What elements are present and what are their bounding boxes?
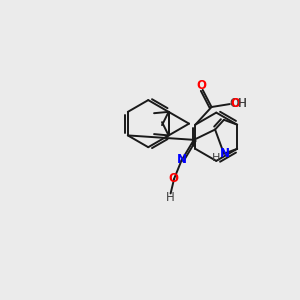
Text: N: N: [220, 148, 230, 160]
Text: H: H: [212, 153, 220, 164]
Text: N: N: [177, 153, 187, 167]
Text: O: O: [196, 79, 206, 92]
Text: H: H: [166, 191, 175, 204]
Text: O: O: [231, 97, 241, 110]
Text: H: H: [238, 97, 247, 110]
Text: OH: OH: [230, 97, 247, 110]
Text: O: O: [169, 172, 179, 185]
